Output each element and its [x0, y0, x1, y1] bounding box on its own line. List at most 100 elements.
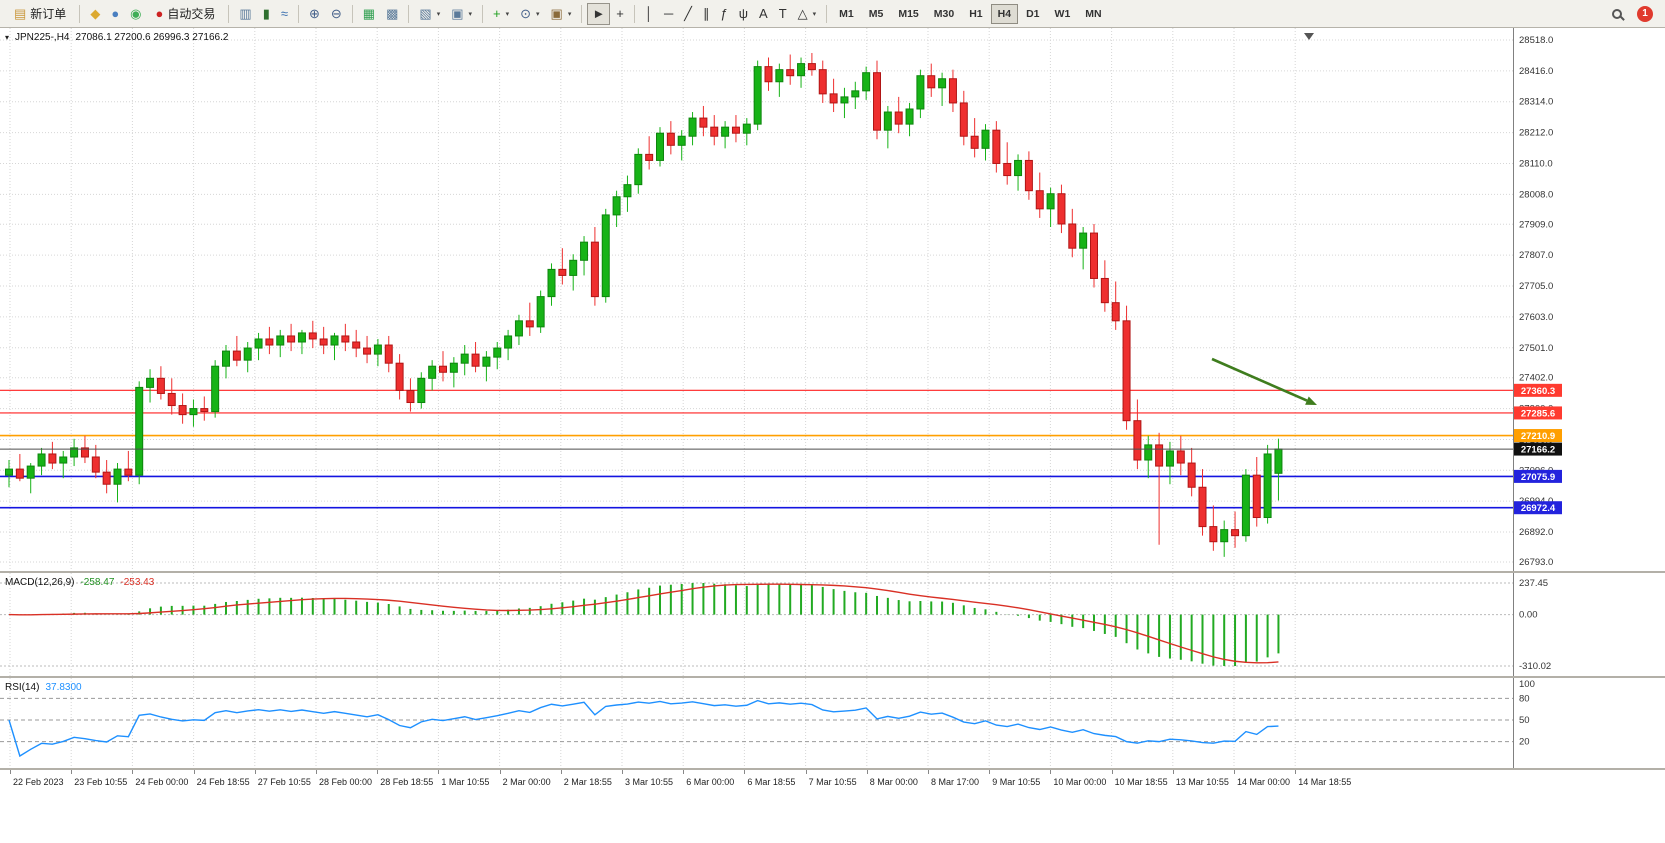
- autotrading-button[interactable]: ● 自动交易: [148, 3, 224, 25]
- fibonacci-button[interactable]: ƒ: [716, 3, 733, 25]
- accounts-icon: ●: [111, 6, 120, 21]
- fibonacci-icon: ƒ: [720, 6, 728, 21]
- toolbar-separator: [633, 4, 635, 23]
- text-icon: A: [759, 6, 768, 21]
- time-tick: [1172, 770, 1174, 774]
- time-tick: [928, 770, 929, 774]
- label-icon: T: [778, 6, 787, 21]
- label-button[interactable]: T: [774, 3, 792, 25]
- time-tick: [989, 770, 991, 774]
- horizontal-line-button[interactable]: ─: [659, 3, 678, 25]
- new-order-button[interactable]: ▤ 新订单: [6, 3, 74, 25]
- chart-grid: [0, 28, 1513, 571]
- time-tick: [866, 770, 868, 774]
- svg-text:27075.9: 27075.9: [1521, 472, 1555, 483]
- toolbar-separator: [482, 4, 484, 23]
- macd-panel[interactable]: 237.45 0.00 -310.02: [0, 573, 1665, 676]
- accounts-button[interactable]: ●: [106, 3, 124, 25]
- time-label: 24 Feb 00:00: [135, 777, 189, 787]
- time-axis[interactable]: 22 Feb 2023 23 Feb 10:55 24 Feb 00:00 24 Fe…: [0, 770, 1665, 843]
- indicators-icon: +: [493, 6, 501, 21]
- price-badge: 27166.2: [1514, 442, 1562, 456]
- line-chart-button[interactable]: ≈: [276, 3, 293, 25]
- macd-histogram: [18, 583, 1280, 666]
- timeframe-m15-button[interactable]: M15: [891, 4, 925, 24]
- toolbar-separator: [826, 4, 828, 23]
- time-tick: [622, 770, 623, 774]
- toolbar-separator: [581, 4, 583, 23]
- profiles-icon: ▣: [451, 6, 464, 21]
- timeframe-mn-button[interactable]: MN: [1078, 4, 1108, 24]
- trendline-button[interactable]: ╱: [679, 3, 697, 25]
- macd-axis-label: 0.00: [1519, 610, 1538, 621]
- svg-text:27285.6: 27285.6: [1521, 408, 1555, 419]
- periods-button[interactable]: ⊙ ▾: [515, 3, 544, 25]
- panel-splitter[interactable]: [0, 676, 1665, 678]
- market-watch-icon: ◆: [90, 6, 101, 21]
- price-axis[interactable]: 28518.0 28416.0 28314.0 28212.0 28110.0 28008…: [1513, 28, 1563, 571]
- market-watch-button[interactable]: ◆: [85, 3, 105, 25]
- vertical-line-button[interactable]: │: [640, 3, 658, 25]
- rsi-axis-label: 80: [1519, 693, 1530, 704]
- shapes-button[interactable]: △ ▾: [793, 3, 822, 25]
- new-chart-icon: ▧: [419, 6, 432, 21]
- price-badge: 27360.3: [1514, 383, 1562, 397]
- new-chart-button[interactable]: ▧ ▾: [414, 3, 445, 25]
- time-label: 28 Feb 18:55: [380, 777, 434, 787]
- templates-button[interactable]: ▣ ▾: [546, 3, 577, 25]
- timeframe-m30-button[interactable]: M30: [927, 4, 961, 24]
- pitchfork-button[interactable]: ψ: [734, 3, 753, 25]
- timeframe-h4-button[interactable]: H4: [990, 3, 1019, 24]
- price-chart-panel[interactable]: 28518.0 28416.0 28314.0 28212.0 28110.0 28008…: [0, 28, 1665, 571]
- indicators-button[interactable]: + ▾: [488, 3, 514, 25]
- text-button[interactable]: A: [754, 3, 773, 25]
- price-axis-label: 28212.0: [1519, 128, 1553, 139]
- price-badge: 27285.6: [1514, 406, 1562, 420]
- chart-shift-marker[interactable]: [1304, 33, 1314, 40]
- timeframe-m5-button[interactable]: M5: [862, 4, 891, 24]
- panel-splitter[interactable]: [0, 571, 1665, 573]
- zoom-in-button[interactable]: ⊕: [304, 3, 325, 25]
- rsi-panel[interactable]: 100 80 50 20: [0, 678, 1665, 768]
- panel-splitter[interactable]: [0, 768, 1665, 770]
- time-label: 23 Feb 10:55: [74, 777, 128, 787]
- timeframe-d1-button[interactable]: D1: [1019, 4, 1046, 24]
- zoom-out-icon: ⊖: [330, 6, 342, 21]
- notification-badge[interactable]: 1: [1637, 5, 1653, 22]
- time-label: 2 Mar 18:55: [563, 777, 612, 787]
- time-tick: [316, 770, 317, 774]
- time-label: 7 Mar 10:55: [808, 777, 857, 787]
- price-axis-label: 28110.0: [1519, 158, 1553, 169]
- horizontal-line-icon: ─: [663, 6, 674, 21]
- timeframe-h1-button[interactable]: H1: [962, 4, 989, 24]
- pitchfork-icon: ψ: [738, 6, 749, 21]
- search-button[interactable]: [1607, 3, 1627, 25]
- macd-signal-line: [8, 583, 1279, 664]
- timeframe-m1-button[interactable]: M1: [832, 4, 861, 24]
- channel-button[interactable]: ∥: [698, 3, 715, 25]
- cursor-button[interactable]: ►: [587, 2, 611, 25]
- crosshair-button[interactable]: +: [611, 3, 629, 25]
- profiles-button[interactable]: ▣ ▾: [446, 3, 477, 25]
- tile-windows-button[interactable]: ▦: [358, 3, 380, 25]
- rsi-grid: [9, 678, 1296, 768]
- toolbar: ▤ 新订单 ◆ ● ◉ ● 自动交易 ▥ ▮ ≈ ⊕ ⊖ ▦ ▩ ▧ ▾ ▣ ▾ + ▾ ⊙ ▾ ▣ ▾ ► + │ ─ ╱ ∥ ƒ ψ A T △…: [0, 0, 1665, 28]
- time-tick: [132, 770, 134, 774]
- timeframe-w1-button[interactable]: W1: [1048, 4, 1078, 24]
- time-label: 6 Mar 00:00: [686, 777, 735, 787]
- zoom-out-button[interactable]: ⊖: [326, 3, 347, 25]
- arrow-annotation[interactable]: [1211, 357, 1317, 405]
- cascade-windows-button[interactable]: ▩: [381, 3, 403, 25]
- price-axis-label: 27807.0: [1519, 250, 1553, 261]
- community-button[interactable]: ◉: [125, 3, 146, 25]
- one-click-trading-toggle[interactable]: ▾: [5, 33, 10, 42]
- price-axis-label: 27603.0: [1519, 312, 1553, 323]
- time-label: 28 Feb 00:00: [319, 777, 373, 787]
- trendline-icon: ╱: [684, 6, 692, 21]
- candlestick-chart-button[interactable]: ▮: [258, 3, 275, 25]
- rsi-axis-label: 50: [1519, 715, 1530, 726]
- bar-chart-button[interactable]: ▥: [234, 3, 256, 25]
- vertical-line-icon: │: [644, 6, 653, 21]
- time-tick: [254, 770, 256, 774]
- time-tick: [1050, 770, 1052, 774]
